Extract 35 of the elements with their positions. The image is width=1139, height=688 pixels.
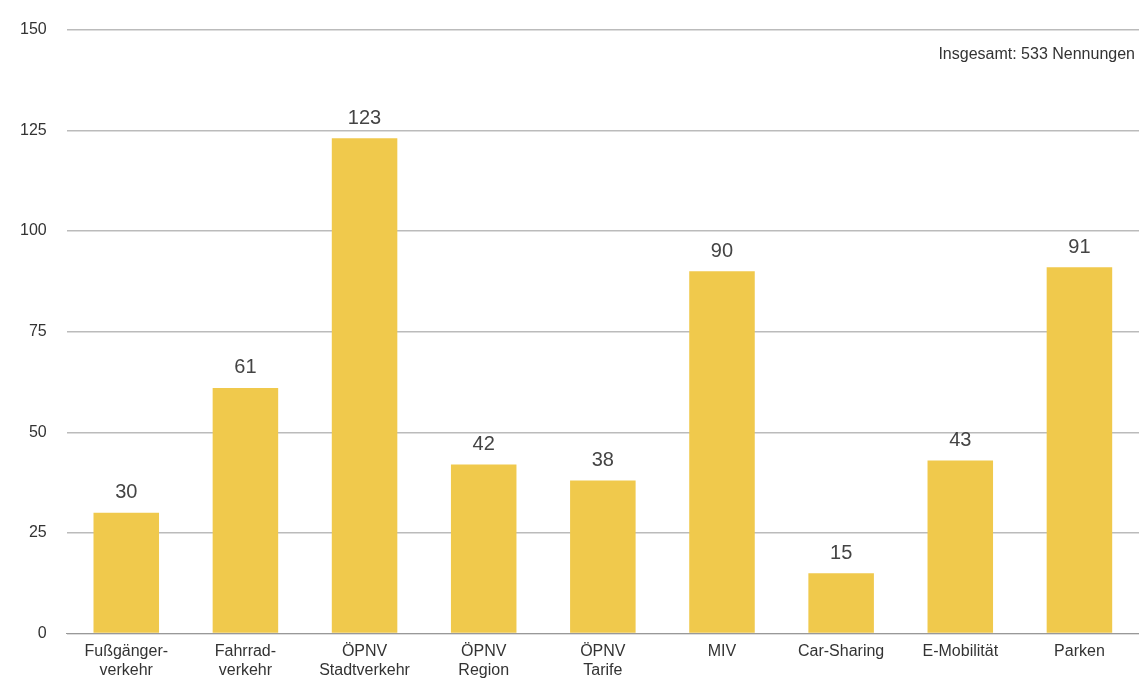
x-tick-label: Car-Sharing (798, 641, 885, 659)
bar (450, 464, 517, 633)
y-tick-label: 0 (37, 624, 47, 642)
data-label: 61 (234, 355, 257, 378)
x-tick-label: ÖPNV Tarife (580, 641, 626, 678)
data-label: 91 (1068, 234, 1091, 257)
data-label: 123 (347, 105, 382, 128)
y-tick-label: 150 (19, 20, 47, 38)
bar (808, 573, 874, 633)
y-tick-label: 50 (28, 422, 47, 440)
y-tick-label: 125 (19, 120, 47, 138)
y-tick-label: 100 (19, 221, 47, 239)
x-tick-label: Fußgänger- verkehr (84, 641, 169, 678)
x-tick-label: ÖPNV Stadtverkehr (319, 641, 411, 678)
bar (689, 271, 755, 633)
data-label: 43 (949, 427, 972, 450)
x-tick-label: Parken (1054, 641, 1105, 659)
bar (927, 460, 994, 633)
bar (212, 387, 279, 633)
data-label: 30 (115, 480, 138, 503)
data-label: 90 (710, 238, 734, 261)
bar (1046, 267, 1113, 633)
x-tick-label: MIV (707, 641, 737, 659)
bar (570, 480, 636, 633)
annotation: Insgesamt: 533 Nennungen (938, 45, 1135, 63)
data-label: 38 (591, 448, 614, 471)
data-label: 15 (830, 540, 853, 563)
x-tick-label: E-Mobilität (922, 641, 999, 659)
bar (331, 138, 398, 633)
x-tick-label: Fahrrad- verkehr (214, 641, 277, 678)
y-tick-label: 75 (28, 322, 47, 340)
bar (93, 512, 160, 633)
data-label: 42 (472, 432, 495, 454)
x-tick-label: ÖPNV Region (458, 641, 510, 678)
y-tick-label: 25 (28, 523, 47, 541)
